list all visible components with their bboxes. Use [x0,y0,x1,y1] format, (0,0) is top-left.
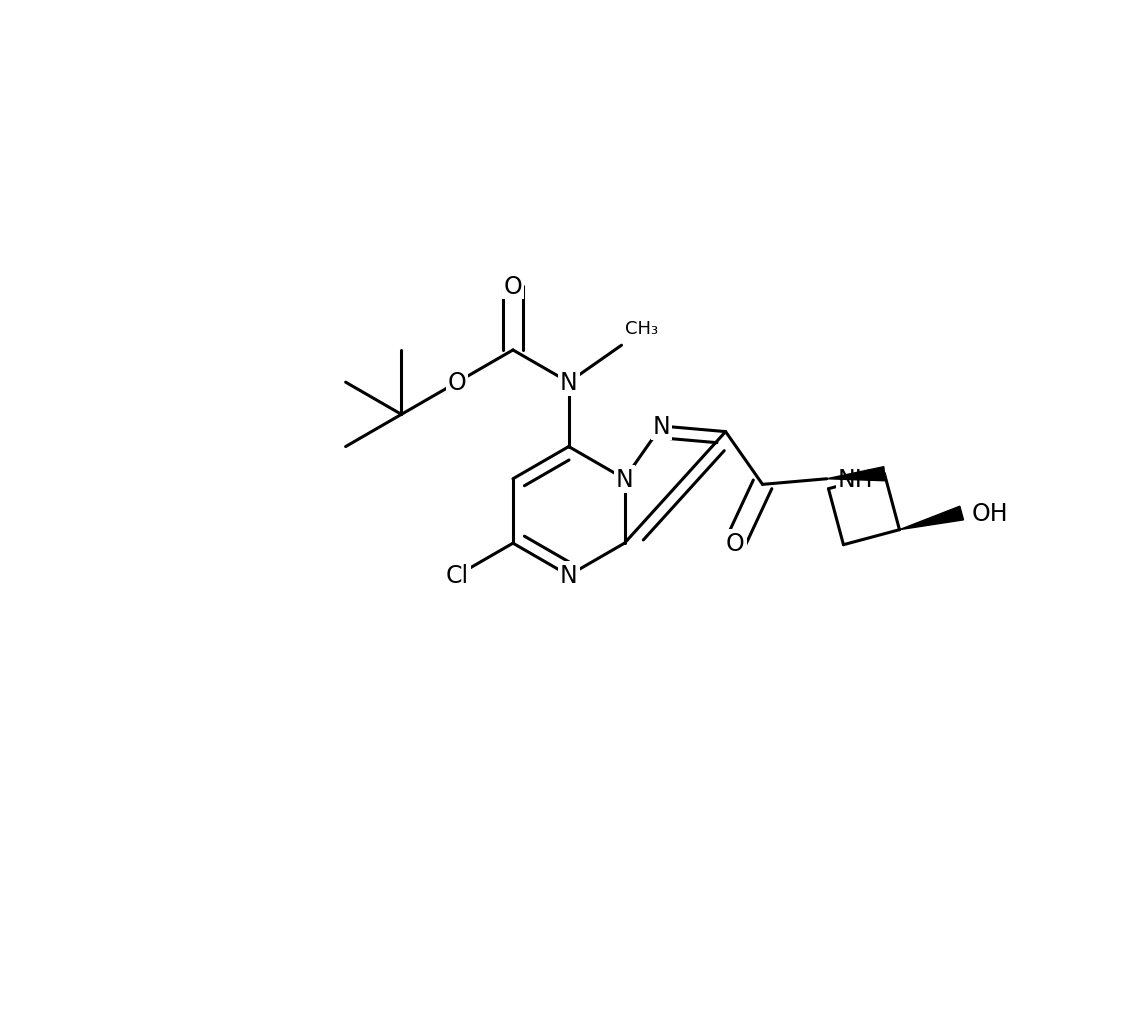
Text: O: O [448,371,466,394]
Text: OH: OH [972,501,1009,526]
Text: N: N [560,371,577,394]
Polygon shape [827,467,885,481]
Text: O: O [726,531,744,555]
Text: NH: NH [838,468,874,491]
Text: CH₃: CH₃ [625,320,658,338]
Text: Cl: Cl [445,564,468,588]
Text: O: O [504,274,522,299]
Text: N: N [560,564,577,588]
Polygon shape [900,506,963,530]
Text: N: N [616,468,633,491]
Text: N: N [653,415,670,438]
